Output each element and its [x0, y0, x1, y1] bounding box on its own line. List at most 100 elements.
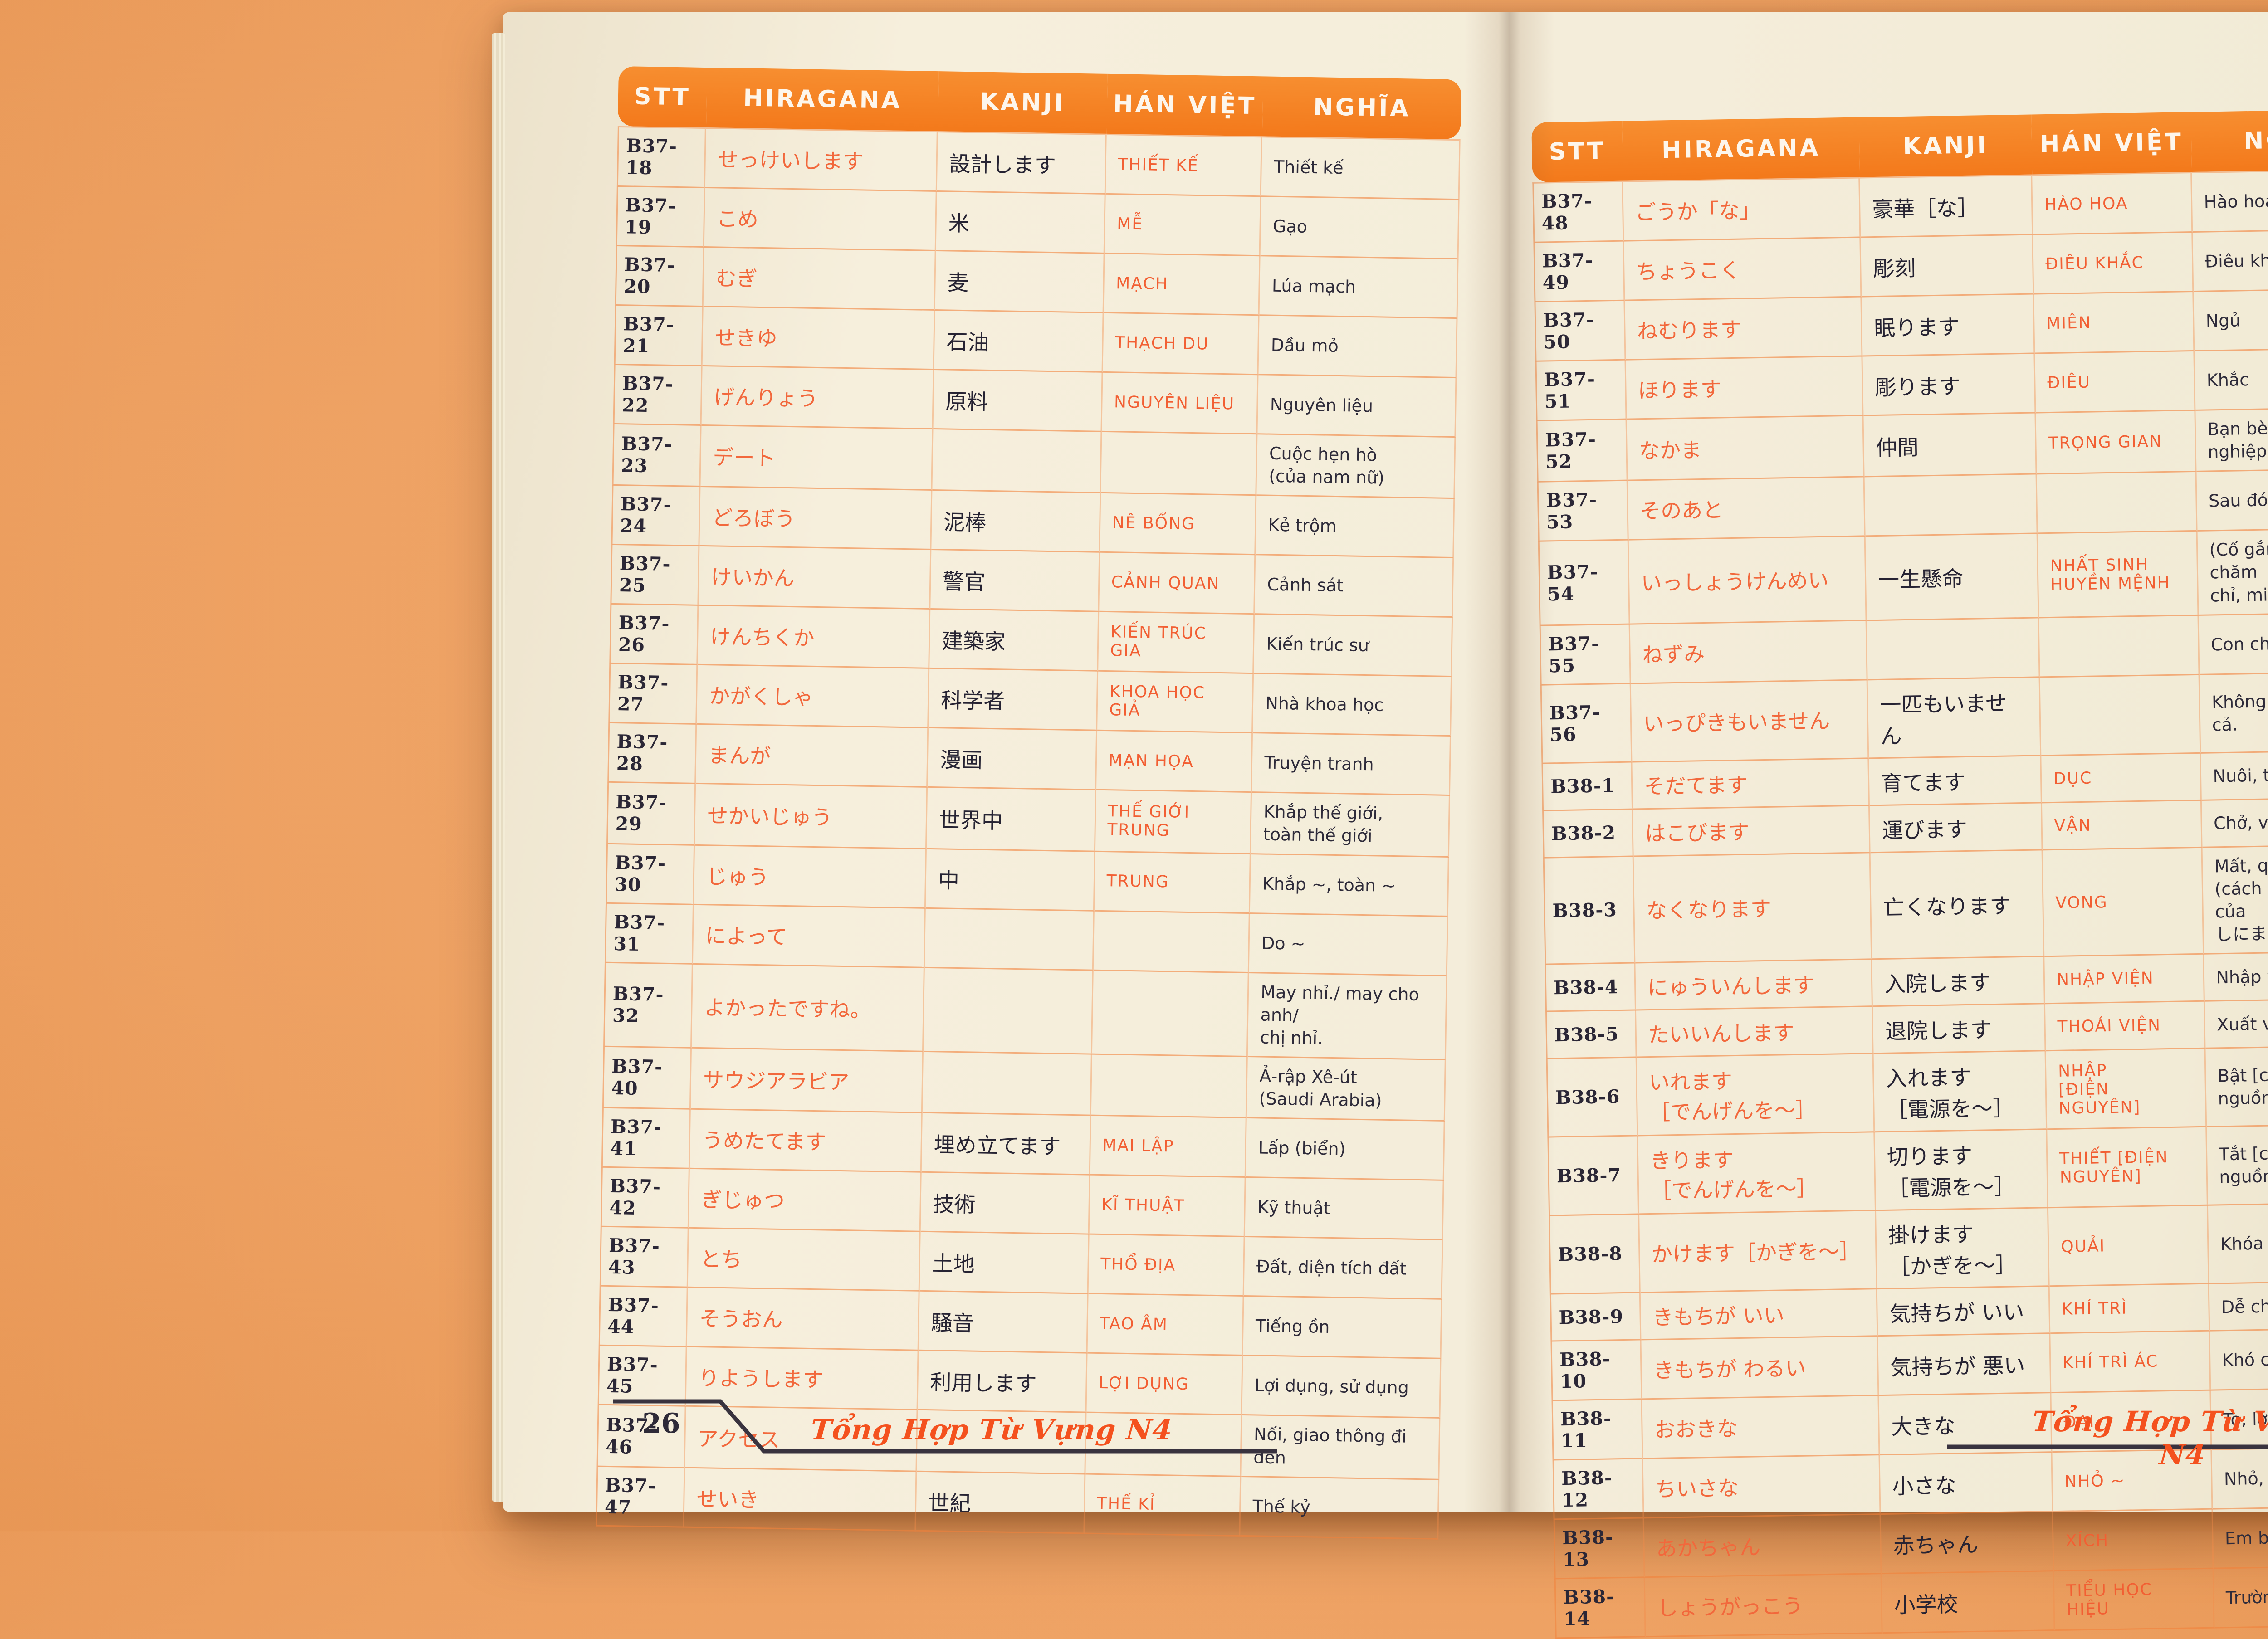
han-viet-cell: KHÍ TRÌ ÁC	[2050, 1332, 2211, 1394]
hiragana-cell: よかったですね。	[692, 964, 925, 1052]
nghia-cell: Thiết kế	[1261, 136, 1461, 200]
hiragana-cell: ごうか「な」	[1623, 177, 1861, 242]
hiragana-cell: うめたてます	[689, 1110, 923, 1173]
stt-cell: B37-18	[616, 126, 706, 189]
han-viet-cell: KHOA HỌC GIẢ	[1097, 672, 1254, 734]
kanji-cell	[1867, 618, 2040, 681]
hiragana-cell: ぎじゅつ	[689, 1169, 922, 1233]
stt-cell: B38-8	[1549, 1215, 1641, 1295]
nghia-cell: Điêu khắc	[2192, 229, 2268, 292]
stt-cell: B37-44	[598, 1287, 688, 1348]
vocab-row: B38-6 いれます ［でんげんを〜］ 入れます ［電源を〜］ NHẬP [ĐIỆN …	[1546, 1046, 2268, 1138]
kanji-cell: 小学校	[1882, 1571, 2055, 1634]
kanji-cell: 埋め立てます	[921, 1113, 1091, 1176]
column-header-stt: STT	[617, 66, 708, 128]
stt-cell: B38-3	[1543, 857, 1635, 966]
han-viet-cell: THIẾT [ĐIỆN NGUYÊN]	[2047, 1127, 2208, 1209]
nghia-cell: Nhà khoa học	[1253, 674, 1452, 737]
nghia-cell: Lấp (biển)	[1246, 1118, 1445, 1181]
nghia-cell: Ả-rập Xê-út (Saudi Arabia)	[1247, 1057, 1446, 1122]
hiragana-cell: ちょうこく	[1623, 238, 1862, 301]
hiragana-cell: にゅういんします	[1635, 960, 1873, 1011]
stt-cell: B37-50	[1534, 301, 1626, 362]
table-header-row: STT HIRAGANA KANJI HÁN VIỆT NGHĨA	[1531, 109, 2268, 182]
kanji-cell: 麦	[935, 251, 1105, 313]
kanji-cell: 一生懸命	[1865, 534, 2039, 621]
vocab-table-left-page: STT HIRAGANA KANJI HÁN VIỆT NGHĨA B37-18 せっけいし…	[596, 66, 1461, 1540]
kanji-cell: 育てます	[1869, 756, 2042, 806]
kanji-cell: 亡くなります	[1870, 850, 2045, 960]
hiragana-cell: じゅう	[694, 845, 927, 909]
hiragana-cell: ほります	[1626, 356, 1864, 420]
hiragana-cell: サウジアラビア	[690, 1048, 924, 1114]
stt-cell: B38-2	[1542, 810, 1634, 859]
stt-cell: B37-42	[600, 1168, 690, 1229]
stt-cell: B38-7	[1547, 1136, 1639, 1216]
nghia-cell: Khắp ~, toàn ~	[1250, 854, 1449, 917]
stt-cell: B38-14	[1554, 1578, 1646, 1639]
stt-cell: B37-48	[1532, 180, 1624, 243]
kanji-cell: 科学者	[929, 669, 1098, 732]
kanji-cell: 世界中	[926, 788, 1096, 852]
nghia-cell: Lúa mạch	[1259, 256, 1459, 319]
han-viet-cell: THẾ KỈ	[1084, 1474, 1242, 1537]
hiragana-cell: そだてます	[1632, 759, 1870, 810]
kanji-cell: 泥棒	[931, 491, 1101, 553]
kanji-cell: 仲間	[1863, 413, 2037, 478]
stt-cell: B37-55	[1539, 624, 1631, 686]
hiragana-cell: しょうがっこう	[1645, 1574, 1883, 1638]
han-viet-cell	[2039, 615, 2200, 678]
stt-cell: B37-24	[611, 486, 701, 547]
column-header-ngh-a: NGHĨA	[1262, 76, 1461, 140]
kanji-cell: 退院します	[1872, 1004, 2046, 1054]
column-header-hiragana: HIRAGANA	[1622, 117, 1860, 181]
stt-cell: B37-30	[605, 844, 695, 905]
nghia-cell: Mất, qua đời (cách nói gián tiếp của しにま…	[2202, 844, 2268, 955]
han-viet-cell	[1092, 971, 1250, 1058]
stt-cell: B37-25	[610, 545, 700, 606]
hiragana-cell: けんちくか	[698, 606, 931, 669]
kanji-cell	[932, 429, 1102, 494]
column-header-kanji: KANJI	[938, 71, 1108, 134]
han-viet-cell: NHẬP VIỆN	[2044, 955, 2205, 1005]
stt-cell: B37-20	[615, 246, 704, 307]
nghia-cell: May nhỉ./ may cho anh/ chị nhỉ.	[1248, 973, 1447, 1061]
stt-cell: B37-56	[1540, 684, 1632, 764]
han-viet-cell: THẾ GIỚI TRUNG	[1095, 790, 1252, 854]
kanji-cell	[923, 968, 1094, 1055]
vocab-row: B37-32 よかったですね。 May nhỉ./ may cho anh/ chị…	[603, 963, 1447, 1061]
stt-cell: B37-54	[1538, 540, 1630, 626]
han-viet-cell: QUẢI	[2048, 1206, 2209, 1287]
han-viet-cell	[1091, 1054, 1248, 1119]
hiragana-cell: ねむります	[1624, 297, 1863, 361]
hiragana-cell: デート	[700, 425, 934, 491]
han-viet-cell: KHÍ TRÌ	[2049, 1284, 2210, 1334]
nghia-cell: Tắt [công tắc điện, nguồn điện]	[2206, 1124, 2268, 1206]
nghia-cell: Khắp thế giới, toàn thế giới	[1251, 793, 1450, 858]
footer-rule-left	[613, 1399, 1277, 1454]
column-header-stt: STT	[1531, 121, 1623, 182]
stt-cell: B37-47	[596, 1467, 685, 1528]
vocab-row: B37-47 せいき 世紀 THẾ KỈ Thế kỷ	[596, 1467, 1440, 1540]
stt-cell: B37-29	[606, 783, 696, 846]
stt-cell: B38-6	[1546, 1058, 1638, 1138]
nghia-cell: Dễ chịu, thư giãn	[2209, 1281, 2268, 1332]
kanji-cell: 彫刻	[1861, 235, 2034, 298]
stt-cell: B38-12	[1552, 1459, 1644, 1520]
nghia-cell: Nuôi, trồng	[2200, 750, 2268, 801]
nghia-cell: (Cố gắng) hết sức, chăm chỉ, miệt mài	[2197, 528, 2268, 616]
han-viet-cell: THOÁI VIỆN	[2045, 1002, 2206, 1052]
kanji-cell: 気持ちが いい	[1877, 1287, 2051, 1337]
hiragana-cell: まんが	[696, 725, 929, 788]
hiragana-cell: せかいじゅう	[695, 784, 928, 849]
han-viet-cell: NHẤT SINH HUYỀN MỆNH	[2038, 532, 2199, 619]
han-viet-cell: NGUYÊN LIỆU	[1102, 372, 1259, 435]
kanji-cell	[1864, 474, 2038, 537]
nghia-cell: Tiếng ồn	[1243, 1297, 1442, 1360]
nghia-cell: Bạn bè, đồng nghiệp	[2195, 407, 2268, 473]
kanji-cell: 眠ります	[1862, 294, 2035, 357]
nghia-cell: Kiến trúc sư	[1254, 615, 1453, 678]
han-viet-cell: KIẾN TRÚC GIA	[1098, 612, 1255, 674]
column-header-hiragana: HIRAGANA	[706, 68, 939, 132]
